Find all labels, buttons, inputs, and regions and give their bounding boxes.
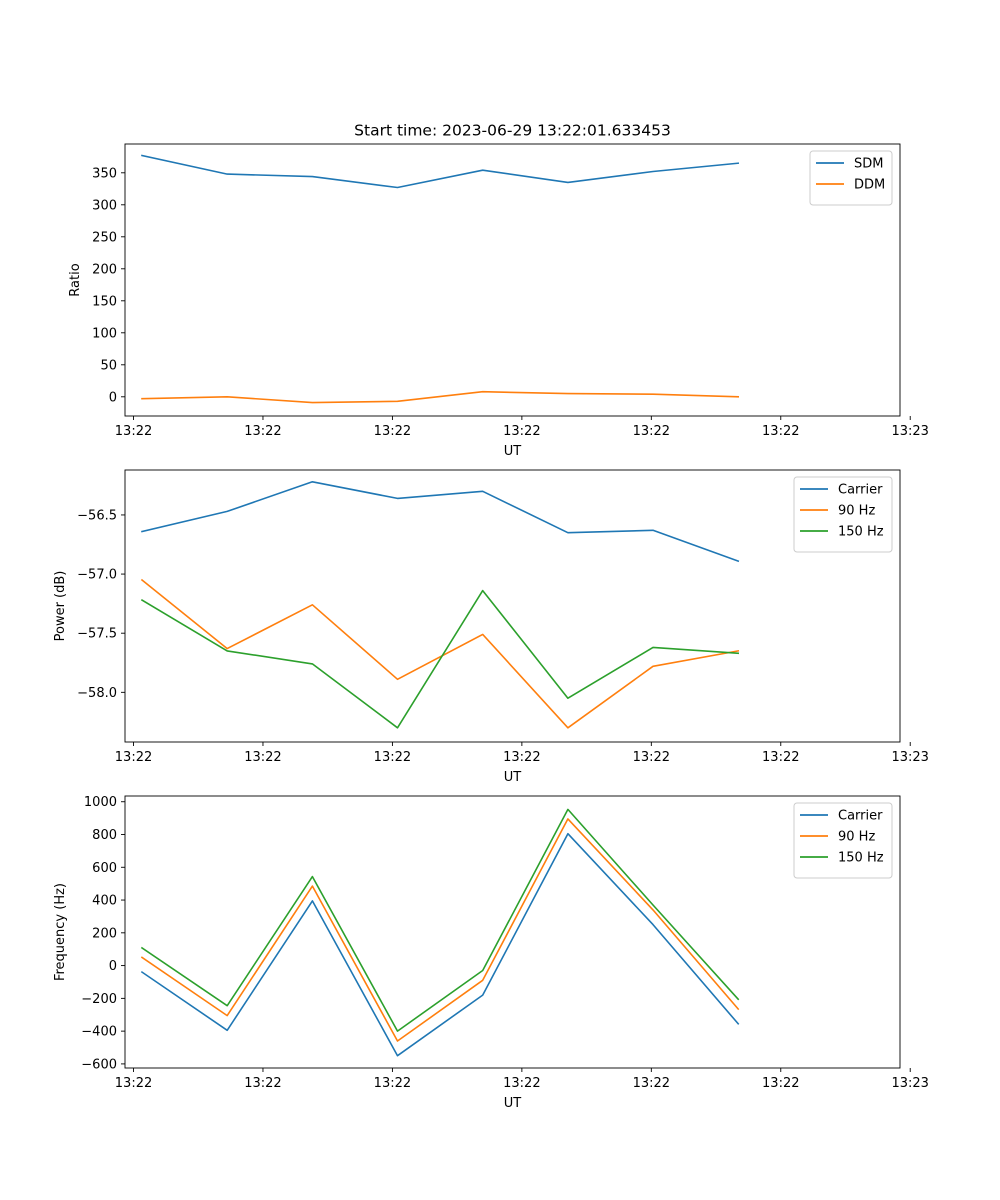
power-axes-frame (124, 469, 901, 743)
power-y-tick-label: −58.0 (77, 686, 117, 701)
ratio-y-tick-label: 100 (92, 326, 117, 341)
ratio-x-tick-label: 13:23 (891, 424, 928, 439)
frequency-legend-box (793, 802, 893, 879)
ratio-x-tick-label: 13:22 (374, 424, 411, 439)
frequency-legend-label-carrier: Carrier (838, 809, 883, 824)
frequency-x-tick-label: 13:23 (891, 1076, 928, 1091)
power-x-axis-label: UT (504, 770, 522, 785)
ratio-x-tick-label: 13:22 (503, 424, 540, 439)
frequency-y-tick-label: 1000 (84, 795, 117, 810)
ratio-axes-frame (124, 143, 901, 417)
frequency-y-tick-label: 600 (92, 861, 117, 876)
ratio-y-tick-label: 50 (100, 358, 117, 373)
ratio-y-tick-label: 200 (92, 262, 117, 277)
frequency-x-axis-label: UT (504, 1096, 522, 1111)
ratio-legend-box (809, 150, 893, 206)
ratio-y-tick-label: 150 (92, 294, 117, 309)
power-y-tick-label: −57.5 (77, 627, 117, 642)
power-x-tick-label: 13:23 (891, 750, 928, 765)
frequency-series-line-90-hz (140, 818, 740, 1042)
frequency-series-line-carrier (140, 832, 740, 1057)
power-legend-label-150-hz: 150 Hz (838, 525, 884, 540)
frequency-legend-label-150-hz: 150 Hz (838, 851, 884, 866)
power-x-tick-label: 13:22 (762, 750, 799, 765)
ratio-legend: SDM DDM (809, 150, 893, 206)
ratio-y-tick-label: 250 (92, 230, 117, 245)
frequency-y-tick-label: −200 (81, 992, 117, 1007)
frequency-x-tick-label: 13:22 (503, 1076, 540, 1091)
frequency-panel: −600 −400 −200 0 200 400 600 800 1000 13:22 13:22 1… (53, 795, 929, 1111)
power-series-line-carrier (141, 480, 740, 563)
frequency-x-tick-label: 13:22 (115, 1076, 152, 1091)
ratio-x-tick-label: 13:22 (115, 424, 152, 439)
frequency-legend-label-90-hz: 90 Hz (838, 830, 875, 845)
ratio-y-tick-label: 350 (92, 166, 117, 181)
frequency-y-tick-label: 200 (92, 926, 117, 941)
power-legend-box (793, 476, 893, 553)
frequency-y-tick-label: 800 (92, 828, 117, 843)
ratio-x-tick-label: 13:22 (244, 424, 281, 439)
power-legend: Carrier 90 Hz 150 Hz (793, 476, 893, 553)
frequency-axes-frame (124, 795, 901, 1069)
frequency-x-tick-label: 13:22 (762, 1076, 799, 1091)
ratio-legend-label-ddm: DDM (854, 178, 885, 193)
power-panel: −58.0 −57.5 −57.0 −56.5 13:22 13:22 13:22 13:22… (53, 469, 929, 785)
chart-panels: 0 50 100 150 200 250 300 350 13:22 13:22 13:22 13:2… (53, 143, 929, 1111)
figure-title: Start time: 2023-06-29 13:22:01.633453 (354, 122, 671, 140)
power-legend-label-carrier: Carrier (838, 483, 883, 498)
power-series-line-90-hz (140, 578, 740, 729)
power-series-line-150-hz (140, 589, 740, 729)
power-x-tick-label: 13:22 (503, 750, 540, 765)
power-y-tick-label: −56.5 (77, 508, 117, 523)
power-y-axis-label: Power (dB) (53, 571, 68, 642)
power-x-tick-label: 13:22 (374, 750, 411, 765)
frequency-series-line-150-hz (140, 808, 740, 1032)
frequency-y-tick-label: −600 (81, 1057, 117, 1072)
ratio-x-tick-label: 13:22 (633, 424, 670, 439)
frequency-x-tick-label: 13:22 (244, 1076, 281, 1091)
ratio-series-line-ddm (141, 390, 740, 404)
power-y-tick-label: −57.0 (77, 568, 117, 583)
frequency-x-tick-label: 13:22 (633, 1076, 670, 1091)
ratio-x-axis-label: UT (504, 444, 522, 459)
frequency-y-tick-label: −400 (81, 1025, 117, 1040)
power-x-tick-label: 13:22 (633, 750, 670, 765)
ratio-y-tick-label: 300 (92, 198, 117, 213)
ratio-panel: 0 50 100 150 200 250 300 350 13:22 13:22 13:22 13:2… (68, 143, 929, 459)
frequency-x-tick-label: 13:22 (374, 1076, 411, 1091)
ratio-y-tick-label: 0 (109, 390, 117, 405)
frequency-y-tick-label: 400 (92, 894, 117, 909)
power-x-tick-label: 13:22 (244, 750, 281, 765)
frequency-y-tick-label: 0 (109, 959, 117, 974)
power-legend-label-90-hz: 90 Hz (838, 504, 875, 519)
ratio-series-line-sdm (141, 154, 740, 189)
ratio-x-tick-label: 13:22 (762, 424, 799, 439)
ratio-y-axis-label: Ratio (68, 263, 83, 296)
frequency-y-axis-label: Frequency (Hz) (53, 883, 68, 981)
frequency-legend: Carrier 90 Hz 150 Hz (793, 802, 893, 879)
power-x-tick-label: 13:22 (115, 750, 152, 765)
ratio-legend-label-sdm: SDM (854, 157, 883, 172)
